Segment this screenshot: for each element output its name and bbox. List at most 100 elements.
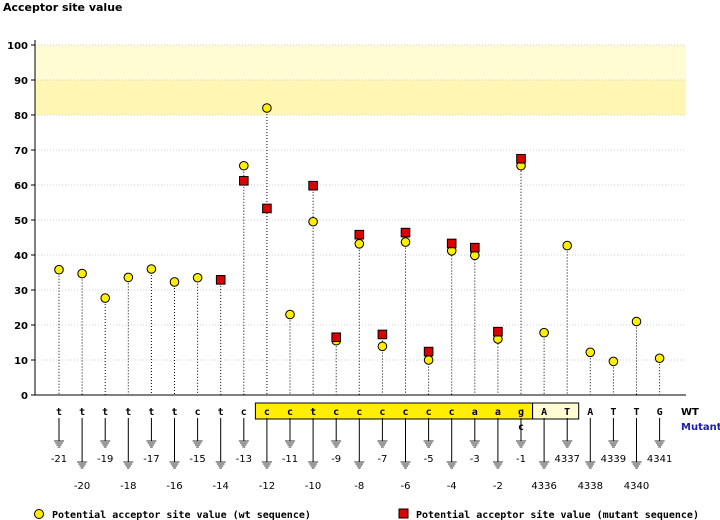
y-tick-label: 40: [14, 251, 28, 262]
position-label: 4340: [624, 481, 649, 492]
y-tick-label: 20: [14, 321, 28, 332]
mutant-point: [308, 180, 318, 191]
y-tick-label: 60: [14, 181, 28, 192]
wt-base: t: [56, 407, 62, 418]
y-tick-label: 80: [14, 111, 28, 122]
y-tick-label: 0: [21, 391, 28, 402]
wt-base: T: [564, 407, 570, 418]
y-tick-label: 100: [7, 41, 28, 52]
wt-base: t: [79, 407, 85, 418]
wt-base: t: [148, 407, 154, 418]
position-label: -7: [377, 454, 387, 465]
position-label: -1: [516, 454, 526, 465]
position-label: -14: [213, 481, 229, 492]
y-tick-label: 10: [14, 356, 28, 367]
wt-point: [539, 327, 549, 338]
wt-base: t: [310, 407, 316, 418]
wt-base: c: [195, 407, 201, 418]
position-label: 4337: [554, 454, 579, 465]
wt-point: [100, 293, 110, 303]
y-tick-label: 70: [14, 146, 28, 157]
mutant-base: c: [518, 422, 524, 433]
position-label: -12: [259, 481, 275, 492]
position-label: -18: [120, 481, 136, 492]
wt-base: c: [379, 407, 385, 418]
wt-row-label: WT: [681, 407, 699, 418]
legend-mutant-label: Potential acceptor site value (mutant se…: [416, 509, 699, 520]
wt-point: [123, 272, 134, 283]
position-label: -2: [493, 481, 503, 492]
wt-base: c: [426, 407, 432, 418]
wt-point: [608, 356, 619, 367]
position-label: -6: [401, 481, 411, 492]
mutant-point: [262, 203, 272, 214]
mutant-row-label: Mutant: [681, 422, 720, 433]
sequence-track: t -21 t -20 t -19 t -18 t -17 t -16 c -15 t -14 c -13 c -12…: [51, 402, 672, 492]
position-label: -21: [51, 454, 67, 465]
wt-base: T: [633, 407, 639, 418]
wt-base: a: [472, 407, 478, 418]
wt-base: a: [495, 407, 501, 418]
wt-base: c: [287, 407, 293, 418]
wt-base: c: [241, 407, 247, 418]
wt-point: [169, 277, 180, 287]
wt-base: c: [264, 407, 270, 418]
position-label: -15: [189, 454, 205, 465]
wt-point: [654, 353, 665, 364]
highlight-band: [35, 45, 686, 115]
wt-point: [354, 239, 365, 249]
mutant-point: [446, 238, 457, 249]
wt-point: [423, 355, 434, 365]
grid: [35, 44, 686, 361]
y-tick-label: 90: [14, 76, 28, 87]
wt-base: A: [587, 407, 593, 418]
wt-point: [585, 347, 596, 358]
wt-point: [308, 216, 318, 227]
position-label: 4338: [578, 481, 603, 492]
mutant-point: [239, 176, 249, 186]
position-label: -19: [97, 454, 113, 465]
mutant-point: [331, 332, 341, 343]
y-tick-label: 30: [14, 286, 28, 297]
position-label: -10: [305, 481, 321, 492]
legend: Potential acceptor site value (wt sequen…: [34, 508, 699, 520]
mutant-point: [516, 153, 526, 164]
y-axis-label: Acceptor site value: [3, 1, 122, 14]
mutant-point: [215, 275, 226, 285]
mutant-point: [400, 227, 411, 238]
wt-point: [400, 237, 411, 247]
wt-base: G: [657, 407, 663, 418]
wt-point: [54, 264, 64, 275]
position-label: -13: [236, 454, 252, 465]
wt-base: c: [333, 407, 339, 418]
position-label: -20: [74, 481, 90, 492]
wt-base: t: [125, 407, 131, 418]
wt-base: t: [171, 407, 177, 418]
wt-base: g: [518, 407, 524, 418]
wt-point: [262, 103, 272, 113]
wt-point: [77, 268, 87, 279]
wt-point: [285, 309, 295, 320]
legend-wt-label: Potential acceptor site value (wt sequen…: [52, 509, 311, 520]
position-label: -5: [424, 454, 434, 465]
wt-point: [239, 160, 249, 171]
position-label: -9: [331, 454, 341, 465]
mutant-point: [493, 326, 503, 337]
wt-point: [631, 316, 642, 327]
stems: [58, 108, 661, 395]
y-tick-labels: 0 10 20 30 40 50 60 70 80 90 100: [7, 41, 28, 402]
y-tick-label: 50: [14, 216, 28, 227]
wt-base: c: [356, 407, 362, 418]
wt-base: c: [449, 407, 455, 418]
legend-wt-marker: [34, 509, 44, 519]
position-label: -17: [143, 454, 159, 465]
exon-box: [254, 402, 533, 420]
position-label: -16: [166, 481, 182, 492]
wt-base: t: [218, 407, 224, 418]
mutant-point: [470, 242, 480, 253]
mutant-point: [354, 229, 365, 240]
wt-point: [192, 272, 203, 283]
wt-base: c: [402, 407, 408, 418]
position-label: 4339: [601, 454, 626, 465]
